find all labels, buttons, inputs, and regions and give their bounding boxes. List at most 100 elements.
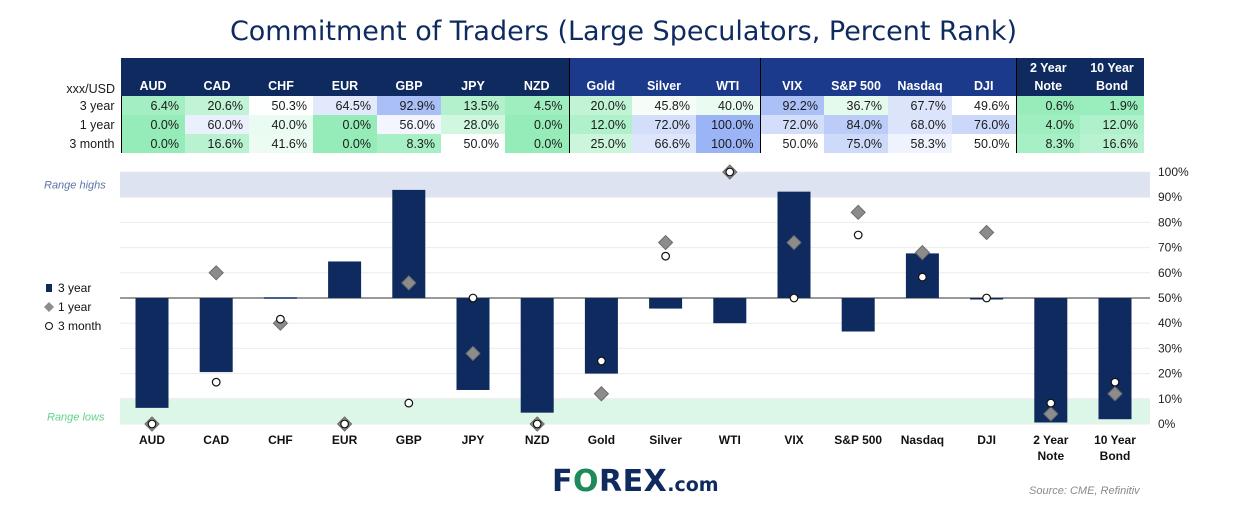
marker-3-month (147, 419, 157, 429)
column-header: EUR (313, 58, 377, 96)
marker-1-year (465, 345, 481, 362)
header-line-2: Note (1034, 79, 1063, 93)
marker-3-month (404, 398, 414, 408)
y-tick-label: 20% (1158, 367, 1182, 381)
table-cell: 0.6% (1016, 96, 1080, 115)
bar-3-year (263, 297, 297, 299)
column-header: Silver (632, 58, 696, 96)
bar-3-year (456, 298, 490, 390)
marker-3-month (982, 293, 991, 303)
table-cell: 41.6% (249, 134, 313, 153)
header-line-1 (632, 59, 696, 77)
marker-1-year (593, 386, 610, 402)
cot-chart: 0% 10% 20% 30% 40% 50% 60% 70% 80% 90% 100% Range h… (44, 164, 1189, 463)
x-tick-label: GBP (396, 433, 422, 447)
table-cell: 64.5% (313, 96, 377, 115)
legend-swatch-1-year (44, 302, 54, 312)
column-header: DJI (952, 58, 1017, 96)
bar-3-year (713, 298, 747, 324)
table-cell: 75.0% (824, 134, 888, 153)
row-label: 1 year (79, 117, 115, 132)
row-label: 3 year (79, 98, 115, 113)
marker-3-month (211, 377, 221, 387)
cot-table: xxx/USD AUD CAD CHF EUR GBP JPY NZD Gold Silver W… (60, 58, 1145, 153)
marker-3-month (276, 314, 285, 324)
logo-text-1: F (552, 464, 573, 499)
x-tick-label: Bond (1100, 449, 1131, 463)
x-tick-label: Note (1037, 449, 1064, 463)
table-cell: 28.0% (441, 115, 505, 134)
table-cell: 1.9% (1080, 96, 1144, 115)
table-cell: 67.7% (888, 96, 952, 115)
column-header: CAD (185, 58, 249, 96)
marker-1-year (786, 234, 802, 251)
header-line-1 (121, 59, 185, 77)
table-cell: 6.4% (120, 96, 185, 115)
header-line-2: Bond (1096, 79, 1128, 93)
forex-logo: FOREX.com (552, 464, 719, 499)
marker-3-month (853, 230, 863, 240)
table-row: 3 month 0.0% 16.6% 41.6% 0.0% 8.3% 50.0% 0.0% 25… (60, 134, 1144, 153)
header-line-2: WTI (716, 79, 740, 93)
column-header: 10 Year Bond (1080, 58, 1144, 96)
range-highs-label: Range highs (44, 180, 106, 192)
header-line-1: 10 Year (1090, 61, 1134, 75)
column-header: JPY (441, 58, 505, 96)
header-line-2: CHF (268, 79, 294, 93)
column-header: GBP (377, 58, 441, 96)
header-line-2: Nasdaq (897, 79, 943, 93)
y-tick-label: 0% (1158, 417, 1176, 431)
header-line-2: DJI (974, 79, 994, 93)
marker-3-month (1110, 377, 1120, 387)
x-tick-label: 2 Year (1033, 433, 1068, 447)
x-tick-label: S&P 500 (834, 433, 882, 447)
table-cell: 36.7% (824, 96, 888, 115)
table-cell: 12.0% (1080, 115, 1144, 134)
table-cell: 13.5% (441, 96, 505, 115)
marker-3-month (789, 293, 799, 303)
marker-3-month (725, 167, 735, 177)
table-cell: 50.0% (760, 134, 824, 153)
x-tick-label: NZD (525, 433, 550, 447)
header-line-1 (505, 59, 569, 77)
table-cell: 20.6% (185, 96, 249, 115)
x-tick-label: 10 Year (1094, 433, 1136, 447)
header-line-1 (313, 59, 377, 77)
table-cell: 72.0% (632, 115, 696, 134)
header-line-2: CAD (203, 79, 231, 93)
table-row: 3 year 6.4% 20.6% 50.3% 64.5% 92.9% 13.5% 4.5% 2… (60, 96, 1144, 115)
marker-1-year (657, 234, 674, 251)
table-cell: 16.6% (185, 134, 249, 153)
header-line-1 (377, 59, 441, 77)
header-line-1 (952, 59, 1016, 77)
y-tick-label: 80% (1158, 215, 1182, 229)
row-label: 3 month (69, 136, 115, 151)
legend-swatch-3-year (46, 284, 52, 292)
marker-1-year (208, 265, 224, 281)
marker-3-month (340, 419, 350, 429)
x-tick-label: AUD (139, 433, 165, 447)
bar-3-year (520, 298, 554, 413)
range-lows-band (120, 398, 1150, 424)
corner-label: xxx/USD (60, 58, 121, 96)
table-cell: 68.0% (888, 115, 952, 134)
bar-3-year (328, 261, 362, 298)
column-header: NZD (505, 58, 570, 96)
legend-label-1-year: 1 year (58, 300, 91, 314)
legend-swatch-3-month (45, 322, 53, 330)
header-line-2: GBP (395, 79, 423, 93)
marker-1-year (1043, 406, 1059, 422)
logo-suffix: .com (667, 474, 719, 496)
range-highs-band (120, 172, 1150, 198)
header-line-1 (570, 59, 633, 77)
chart-title: Commitment of Traders (Large Speculators… (229, 16, 1018, 47)
marker-1-year (978, 224, 995, 241)
table-cell: 12.0% (569, 115, 632, 134)
table-cell: 4.5% (505, 96, 570, 115)
table-cell: 84.0% (824, 115, 888, 134)
x-tick-label: JPY (462, 433, 485, 447)
table-cell: 56.0% (377, 115, 441, 134)
header-line-2: Silver (646, 79, 682, 93)
table-cell: 50.0% (441, 134, 505, 153)
bar-3-year (135, 298, 169, 408)
